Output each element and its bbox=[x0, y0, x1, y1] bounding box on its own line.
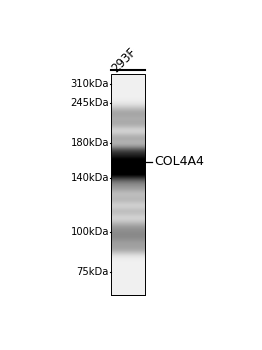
Bar bbox=[111, 74, 145, 295]
Text: 310kDa: 310kDa bbox=[70, 79, 109, 89]
Text: 180kDa: 180kDa bbox=[70, 138, 109, 148]
Text: 293F: 293F bbox=[109, 46, 138, 75]
Text: COL4A4: COL4A4 bbox=[155, 155, 204, 168]
Text: 245kDa: 245kDa bbox=[70, 98, 109, 108]
Text: 75kDa: 75kDa bbox=[77, 267, 109, 278]
Text: 140kDa: 140kDa bbox=[70, 173, 109, 183]
Bar bbox=[111, 74, 145, 295]
Text: 100kDa: 100kDa bbox=[70, 227, 109, 237]
